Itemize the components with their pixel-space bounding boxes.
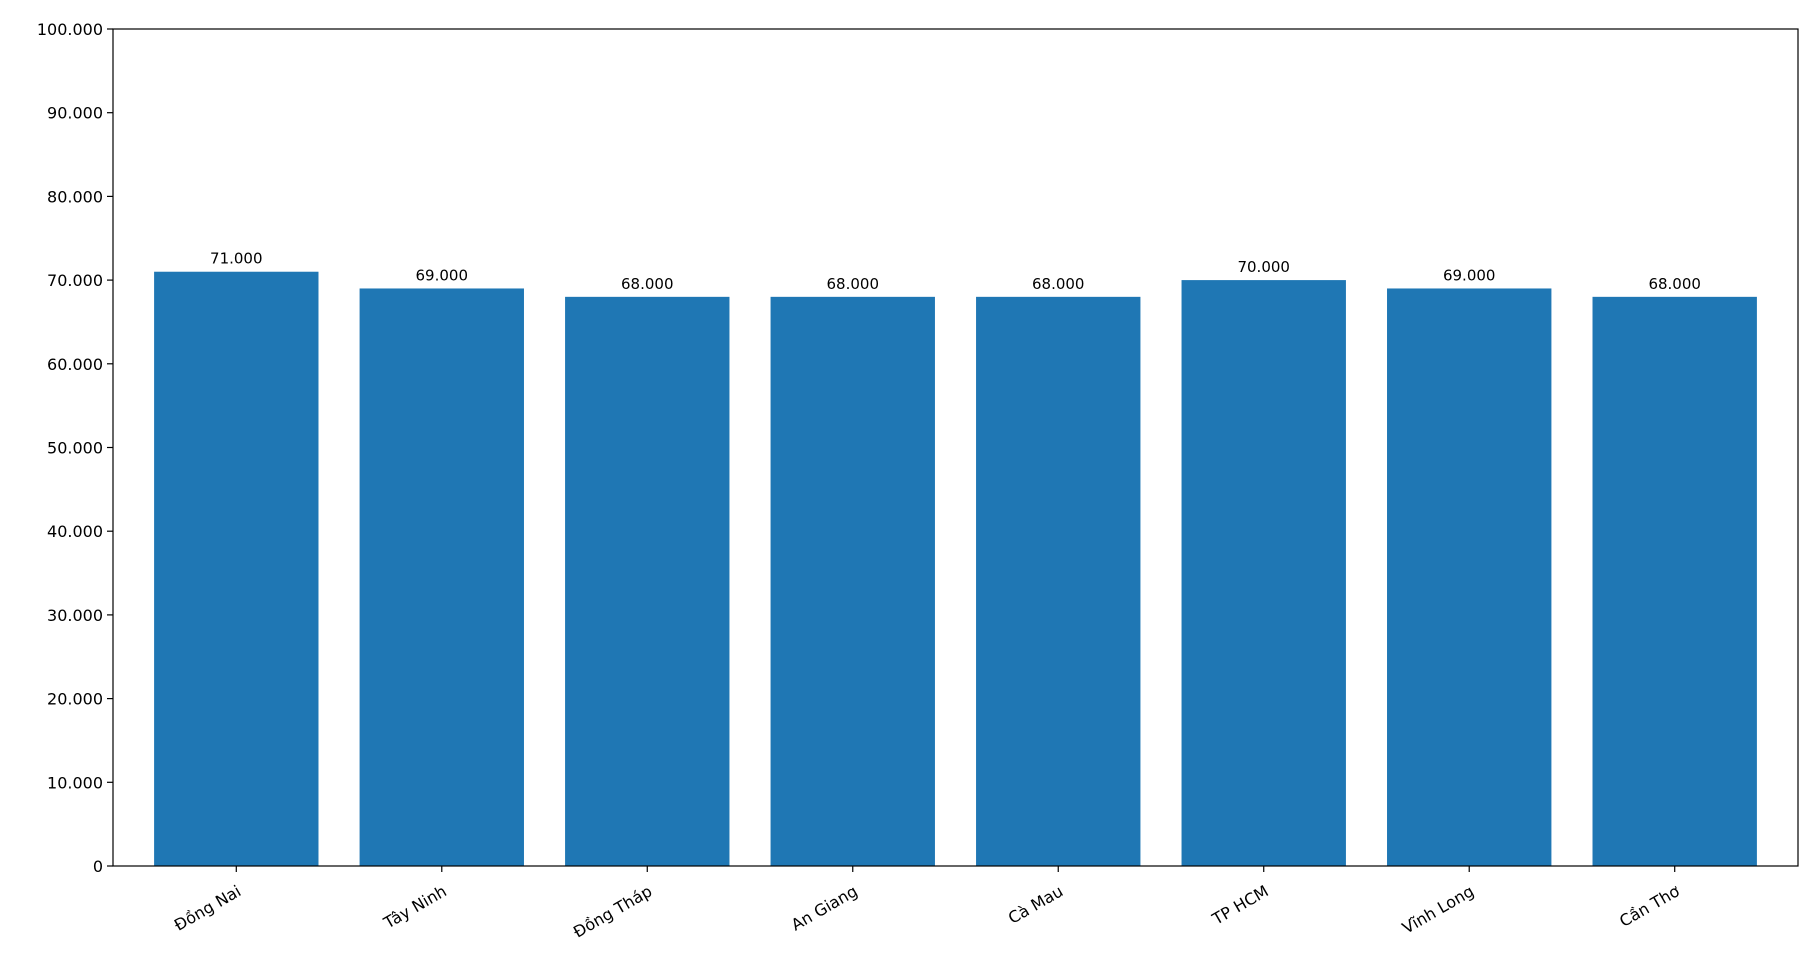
y-tick-label: 60.000 bbox=[47, 355, 103, 374]
bar bbox=[565, 296, 730, 867]
value-label: 71.000 bbox=[210, 250, 263, 268]
x-tick-label: Tây Ninh bbox=[380, 881, 450, 932]
value-label: 68.000 bbox=[1648, 275, 1701, 293]
value-label: 69.000 bbox=[416, 266, 469, 284]
value-label: 68.000 bbox=[621, 275, 674, 293]
x-tick-label: Vĩnh Long bbox=[1399, 881, 1477, 937]
y-tick-label: 20.000 bbox=[47, 690, 103, 709]
y-tick-label: 30.000 bbox=[47, 606, 103, 625]
x-tick-label: Đồng Nai bbox=[171, 881, 244, 934]
bar bbox=[1387, 288, 1552, 867]
y-tick-label: 10.000 bbox=[47, 773, 103, 792]
y-tick-label: 80.000 bbox=[47, 187, 103, 206]
value-label: 70.000 bbox=[1237, 258, 1290, 276]
bar bbox=[1181, 280, 1346, 867]
x-tick-label: An Giang bbox=[788, 881, 861, 934]
y-tick-label: 0 bbox=[93, 857, 103, 876]
plot-frame bbox=[112, 28, 1799, 867]
bar bbox=[770, 296, 935, 867]
y-tick-label: 90.000 bbox=[47, 104, 103, 123]
y-tick-label: 50.000 bbox=[47, 439, 103, 458]
bar bbox=[976, 296, 1141, 867]
y-tick-label: 70.000 bbox=[47, 271, 103, 290]
y-tick-label: 40.000 bbox=[47, 522, 103, 541]
bar bbox=[1592, 296, 1757, 867]
x-tick-label: Đồng Tháp bbox=[570, 881, 655, 941]
y-tick-label: 100.000 bbox=[37, 20, 103, 39]
x-tick-label: TP HCM bbox=[1208, 881, 1272, 929]
x-tick-label: Cà Mau bbox=[1005, 881, 1066, 927]
value-label: 69.000 bbox=[1443, 266, 1496, 284]
value-label: 68.000 bbox=[827, 275, 880, 293]
x-tick-label: Cần Thơ bbox=[1616, 881, 1683, 931]
bar bbox=[359, 288, 524, 867]
value-label: 68.000 bbox=[1032, 275, 1085, 293]
bar bbox=[154, 271, 319, 867]
